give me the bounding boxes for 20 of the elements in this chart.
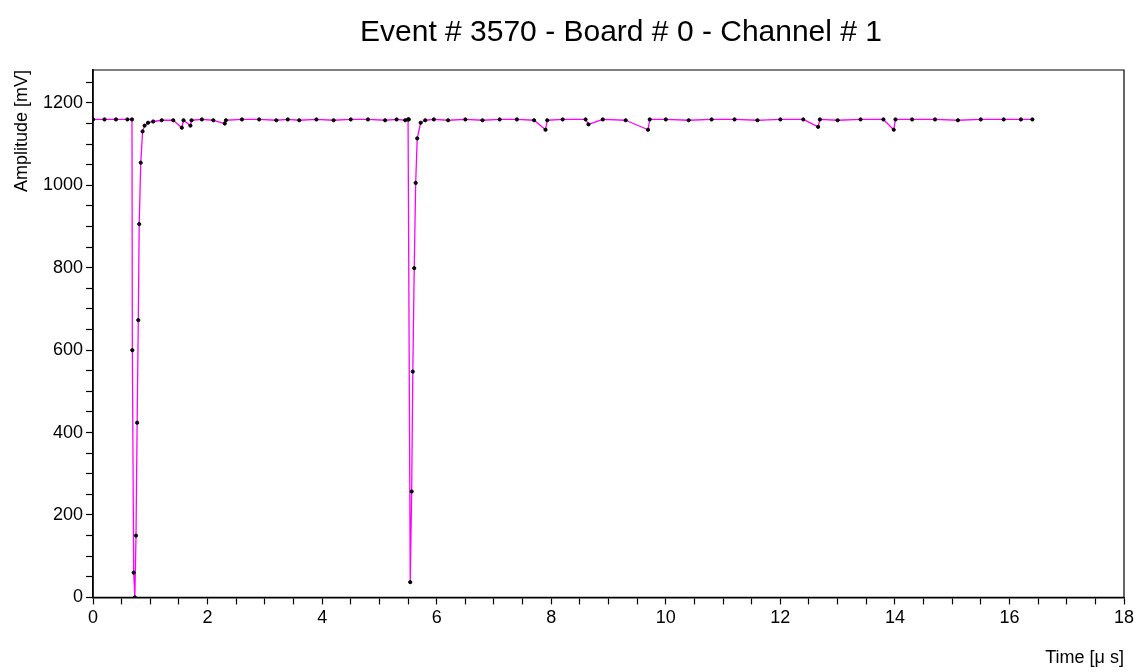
x-tick-label: 14	[884, 607, 905, 628]
chart-title: Event # 3570 - Board # 0 - Channel # 1	[359, 14, 883, 48]
y-tick-label: 1200	[43, 91, 84, 112]
y-tick-label: 200	[53, 503, 84, 524]
y-tick-label: 600	[53, 339, 84, 360]
x-tick-label: 2	[202, 607, 213, 628]
x-tick-label: 12	[770, 607, 791, 628]
y-axis-title: Amplitude [mV]	[10, 70, 31, 193]
y-tick-label: 1000	[43, 174, 84, 195]
y-tick-label: 0	[73, 586, 84, 607]
x-tick-label: 8	[546, 607, 557, 628]
x-tick-label: 16	[999, 607, 1020, 628]
x-tick-label: 0	[88, 607, 99, 628]
x-axis-title: Time [μ s]	[1045, 646, 1124, 667]
y-tick-label: 400	[53, 421, 84, 442]
x-tick-label: 6	[431, 607, 442, 628]
y-tick-label: 800	[53, 256, 84, 277]
x-tick-label: 10	[655, 607, 676, 628]
x-tick-label: 18	[1113, 607, 1135, 628]
x-tick-label: 4	[317, 607, 328, 628]
